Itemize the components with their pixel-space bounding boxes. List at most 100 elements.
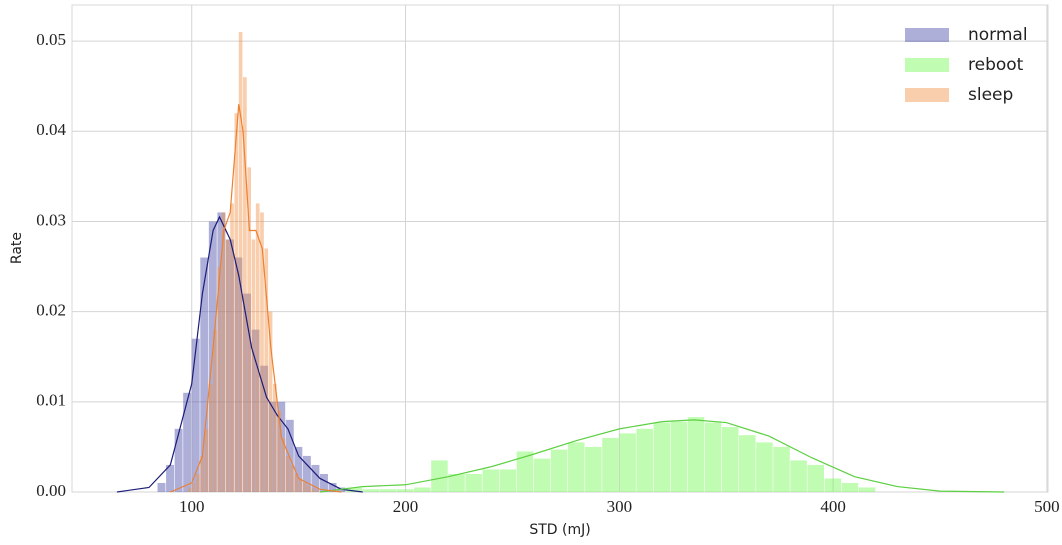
histogram-bar xyxy=(414,487,431,492)
histogram-bar xyxy=(807,464,824,492)
histogram-bar xyxy=(166,464,175,492)
histogram-bar xyxy=(619,433,636,492)
histogram-bar xyxy=(230,203,234,492)
histogram-bar xyxy=(221,212,226,493)
histogram-bar xyxy=(247,167,251,493)
x-tick-label: 200 xyxy=(393,497,419,516)
histogram-bar xyxy=(670,421,688,492)
histogram-bar xyxy=(311,464,320,492)
histogram-bar xyxy=(739,435,756,492)
histogram-bar xyxy=(311,488,316,492)
histogram-bar xyxy=(260,212,264,493)
histogram-bar xyxy=(320,473,328,492)
legend-swatch xyxy=(905,88,949,102)
histogram-bar xyxy=(550,449,568,492)
histogram-bar xyxy=(217,266,222,492)
histogram-bar xyxy=(243,293,251,492)
histogram-bar xyxy=(264,248,269,492)
histogram-bar xyxy=(277,401,286,492)
histogram-bar xyxy=(298,478,303,492)
histogram-bar xyxy=(431,460,448,492)
x-tick-label: 400 xyxy=(820,497,846,516)
histogram-bar xyxy=(790,460,807,492)
histogram-bar xyxy=(204,428,209,492)
kde-line xyxy=(319,419,1005,493)
y-tick-label: 0.05 xyxy=(36,30,66,49)
histogram-bar xyxy=(196,473,200,492)
histogram-bar xyxy=(687,417,705,492)
x-tick-label: 500 xyxy=(1034,497,1060,516)
legend-label: sleep xyxy=(968,85,1013,105)
y-tick-label: 0.03 xyxy=(36,210,66,229)
histogram-bar xyxy=(773,446,790,492)
histogram-bar xyxy=(238,32,243,493)
x-axis-label: STD (mJ) xyxy=(529,522,590,538)
y-tick-label: 0.04 xyxy=(36,120,66,139)
histogram-bar xyxy=(756,442,773,492)
histogram-bar xyxy=(191,482,196,492)
histogram-bar xyxy=(499,469,517,492)
histogram-bar xyxy=(448,473,465,492)
legend-swatch xyxy=(905,28,949,42)
histogram-bar xyxy=(225,239,230,492)
histogram-bar xyxy=(213,329,217,492)
histogram-bar xyxy=(234,257,243,492)
histogram-bar xyxy=(585,446,602,492)
histogram-bar xyxy=(294,446,303,492)
histogram-bar xyxy=(824,478,842,492)
histogram-bar xyxy=(251,329,260,492)
histogram-bar xyxy=(290,464,294,492)
histogram-bar xyxy=(187,487,192,492)
histogram-bar xyxy=(157,482,166,492)
histogram-bar xyxy=(260,365,269,492)
histogram-bar xyxy=(602,437,619,492)
histogram-bar xyxy=(516,451,534,492)
histogram-bar xyxy=(281,437,286,492)
histogram-bar xyxy=(858,487,876,492)
legend-label: reboot xyxy=(968,55,1024,75)
histogram-bar xyxy=(533,458,551,492)
histogram-bar xyxy=(568,442,585,492)
y-tick-label: 0.00 xyxy=(36,481,66,500)
histogram-bar xyxy=(294,473,299,492)
histogram-bar xyxy=(277,410,281,492)
y-tick-label: 0.02 xyxy=(36,301,66,320)
histogram-bar xyxy=(328,482,337,492)
histogram-bar xyxy=(315,490,320,492)
plot-area xyxy=(71,4,1049,493)
histogram-bar xyxy=(653,422,671,492)
x-tick-label: 100 xyxy=(179,497,205,516)
y-tick-label: 0.01 xyxy=(36,391,66,410)
histogram-bar xyxy=(636,428,653,492)
histogram-bar xyxy=(362,489,380,492)
histogram-bar xyxy=(482,469,500,492)
kde-line xyxy=(170,104,342,493)
histogram-bar xyxy=(285,455,290,492)
histogram-bar xyxy=(243,77,247,493)
y-axis-label: Rate xyxy=(9,232,25,264)
histogram-bar xyxy=(721,427,739,492)
histogram-bar xyxy=(200,455,204,492)
histogram-bar xyxy=(255,203,260,492)
histogram-bar xyxy=(251,239,256,492)
legend-swatch xyxy=(905,58,949,72)
histogram-bar xyxy=(268,311,273,492)
histogram-bar xyxy=(704,422,722,492)
histogram-bar xyxy=(379,489,397,492)
histogram-bar xyxy=(465,473,482,492)
histogram-bar xyxy=(225,239,234,492)
histogram-bar xyxy=(174,428,183,492)
legend-label: normal xyxy=(968,25,1028,45)
histogram-bar xyxy=(396,489,414,492)
histogram-bar xyxy=(268,401,277,492)
x-tick-label: 300 xyxy=(607,497,633,516)
histogram-bar xyxy=(345,487,363,492)
histogram-bar xyxy=(302,455,311,492)
histogram-bar xyxy=(208,383,213,492)
histogram-bar xyxy=(200,257,209,492)
histogram-bar xyxy=(217,212,226,493)
kde-line xyxy=(116,215,363,493)
histogram-bar xyxy=(183,392,192,492)
